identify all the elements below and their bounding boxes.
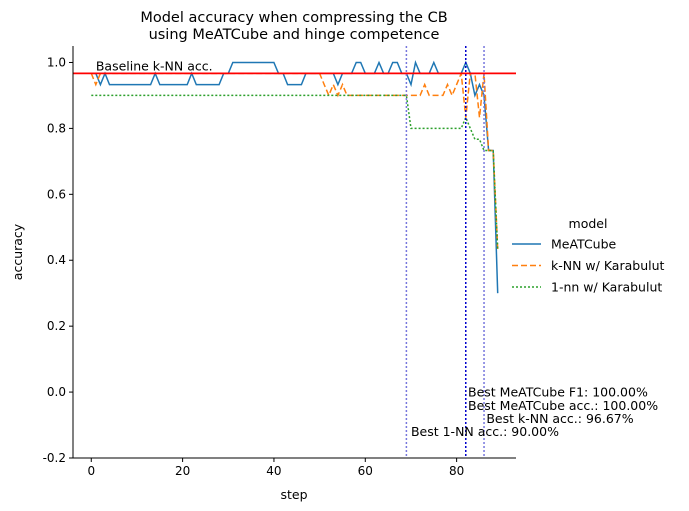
legend-label-1: k-NN w/ Karabulut	[551, 258, 665, 273]
y-tick-label-4: 0.6	[47, 187, 66, 201]
y-tick-label-3: 0.4	[47, 253, 66, 267]
legend-label-0: MeATCube	[551, 237, 617, 252]
y-tick-label-0: -0.2	[43, 451, 66, 465]
series-line-0	[91, 59, 499, 294]
annotation-0: Best MeATCube F1: 100.00%	[468, 385, 648, 400]
y-tick-label-2: 0.2	[47, 319, 66, 333]
x-axis-label: step	[280, 487, 307, 502]
x-tick-label-2: 40	[266, 464, 281, 478]
x-tick-label-4: 80	[449, 464, 464, 478]
annotation-2: Best k-NN acc.: 96.67%	[486, 411, 633, 426]
x-tick-label-0: 0	[87, 464, 95, 478]
legend: model MeATCube k-NN w/ Karabulut 1-nn w/ K…	[512, 216, 665, 295]
legend-label-2: 1-nn w/ Karabulut	[551, 280, 662, 295]
y-ticks: -0.2 0.0 0.2 0.4 0.6 0.8 1.0	[43, 55, 73, 465]
chart-title-line-2: using MeATCube and hinge competence	[149, 27, 440, 43]
plot-area: Baseline k-NN acc. Best MeATCube F1: 100.…	[73, 46, 658, 458]
y-tick-label-6: 1.0	[47, 55, 66, 69]
baseline-label: Baseline k-NN acc.	[96, 58, 213, 73]
annotation-3: Best 1-NN acc.: 90.00%	[411, 424, 559, 439]
legend-title: model	[569, 216, 608, 231]
series-line-1	[90, 72, 499, 250]
series-line-2	[91, 94, 499, 250]
annotation-1: Best MeATCube acc.: 100.00%	[468, 398, 658, 413]
y-axis-label: accuracy	[10, 223, 25, 280]
y-tick-label-1: 0.0	[47, 385, 66, 399]
chart-title-line-1: Model accuracy when compressing the CB	[140, 10, 447, 26]
x-ticks: 0 20 40 60 80	[87, 458, 464, 478]
x-tick-label-3: 60	[358, 464, 373, 478]
y-tick-label-5: 0.8	[47, 121, 66, 135]
x-tick-label-1: 20	[175, 464, 190, 478]
